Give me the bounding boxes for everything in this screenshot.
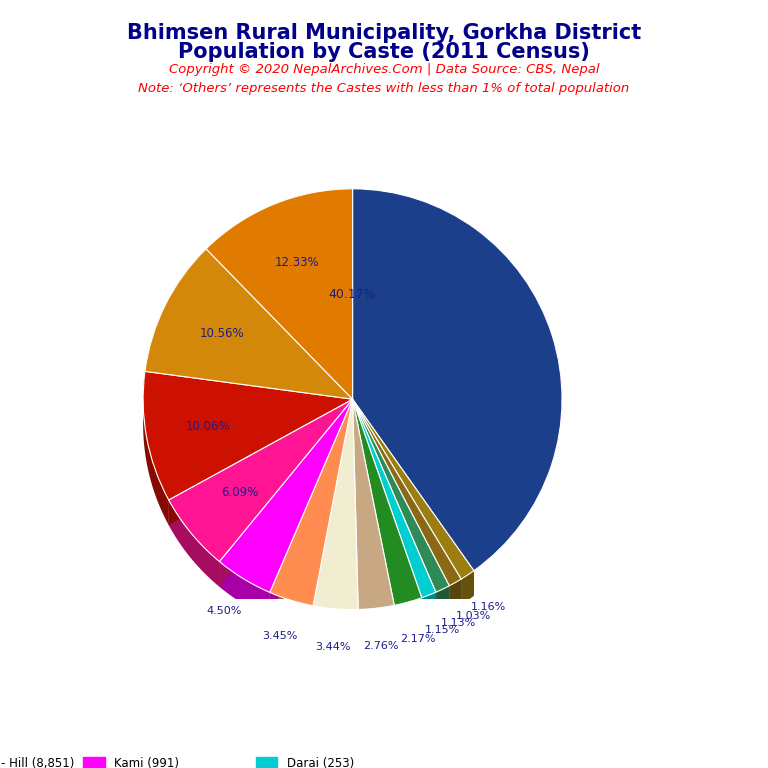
Polygon shape xyxy=(353,399,358,634)
Polygon shape xyxy=(353,399,449,611)
Wedge shape xyxy=(145,249,353,399)
Text: 10.06%: 10.06% xyxy=(186,419,230,432)
Wedge shape xyxy=(353,399,449,592)
Polygon shape xyxy=(394,598,422,631)
Polygon shape xyxy=(220,399,353,587)
Polygon shape xyxy=(358,605,394,634)
Wedge shape xyxy=(270,399,353,606)
Polygon shape xyxy=(353,399,358,634)
Wedge shape xyxy=(206,189,353,399)
Polygon shape xyxy=(353,399,422,623)
Wedge shape xyxy=(353,399,436,598)
Polygon shape xyxy=(270,592,313,631)
Polygon shape xyxy=(353,399,394,631)
Text: 6.09%: 6.09% xyxy=(221,486,258,499)
Text: Note: ‘Others’ represents the Castes with less than 1% of total population: Note: ‘Others’ represents the Castes wit… xyxy=(138,82,630,95)
Text: 3.44%: 3.44% xyxy=(315,641,350,651)
Polygon shape xyxy=(353,399,474,596)
Polygon shape xyxy=(353,399,436,617)
Polygon shape xyxy=(313,606,358,635)
Polygon shape xyxy=(422,592,436,623)
Text: 4.50%: 4.50% xyxy=(206,606,242,616)
Polygon shape xyxy=(436,586,449,617)
Polygon shape xyxy=(145,372,353,425)
Wedge shape xyxy=(353,399,394,610)
Text: 10.56%: 10.56% xyxy=(199,326,243,339)
Polygon shape xyxy=(353,399,461,604)
Polygon shape xyxy=(449,579,461,611)
Polygon shape xyxy=(206,189,353,274)
Polygon shape xyxy=(270,399,353,617)
Text: 1.15%: 1.15% xyxy=(425,625,460,635)
Text: 3.45%: 3.45% xyxy=(263,631,298,641)
Legend: Brahmin - Hill (8,851), Newar (2,716), Sarki (2,327), Chhetri (2,216), Magar (1,: Brahmin - Hill (8,851), Newar (2,716), S… xyxy=(0,752,373,768)
Wedge shape xyxy=(143,372,353,500)
Text: Bhimsen Rural Municipality, Gorkha District: Bhimsen Rural Municipality, Gorkha Distr… xyxy=(127,23,641,43)
Polygon shape xyxy=(220,399,353,587)
Polygon shape xyxy=(313,399,353,631)
Polygon shape xyxy=(145,249,206,396)
Text: 1.16%: 1.16% xyxy=(471,601,506,611)
Polygon shape xyxy=(206,249,353,425)
Polygon shape xyxy=(353,399,461,604)
Wedge shape xyxy=(353,399,474,579)
Text: 1.13%: 1.13% xyxy=(441,618,476,628)
Polygon shape xyxy=(353,399,436,617)
Polygon shape xyxy=(353,399,422,623)
Polygon shape xyxy=(169,399,353,525)
Polygon shape xyxy=(143,372,169,525)
Text: 2.76%: 2.76% xyxy=(362,641,399,650)
Text: 40.17%: 40.17% xyxy=(329,287,376,300)
Polygon shape xyxy=(353,399,394,631)
Polygon shape xyxy=(353,399,449,611)
Wedge shape xyxy=(353,399,422,605)
Polygon shape xyxy=(270,399,353,617)
Text: 1.03%: 1.03% xyxy=(456,611,492,621)
Wedge shape xyxy=(353,399,461,586)
Wedge shape xyxy=(313,399,358,610)
Wedge shape xyxy=(220,399,353,592)
Text: 12.33%: 12.33% xyxy=(275,257,319,270)
Polygon shape xyxy=(206,249,353,425)
Polygon shape xyxy=(169,399,353,525)
Text: Copyright © 2020 NepalArchives.Com | Data Source: CBS, Nepal: Copyright © 2020 NepalArchives.Com | Dat… xyxy=(169,63,599,76)
Wedge shape xyxy=(353,189,562,571)
Polygon shape xyxy=(313,399,353,631)
Polygon shape xyxy=(220,561,270,617)
Polygon shape xyxy=(145,372,353,425)
Text: Population by Caste (2011 Census): Population by Caste (2011 Census) xyxy=(178,42,590,62)
Polygon shape xyxy=(461,571,474,604)
Wedge shape xyxy=(169,399,353,561)
Polygon shape xyxy=(169,500,220,587)
Text: 2.17%: 2.17% xyxy=(400,634,436,644)
